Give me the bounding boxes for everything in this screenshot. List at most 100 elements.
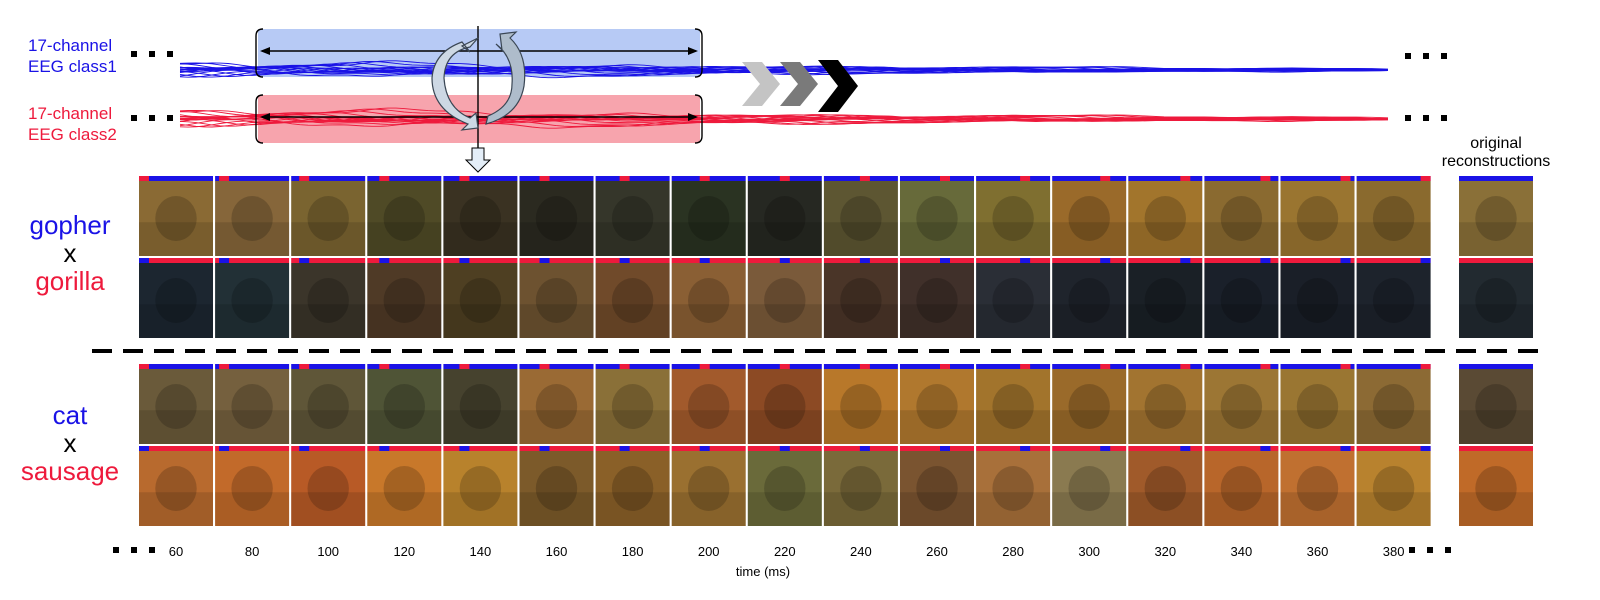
image-shading <box>1356 222 1431 256</box>
tile-pair2-row-b <box>1128 446 1203 526</box>
window-indicator-bar <box>1052 176 1127 181</box>
eeg-section: 17-channel EEG class1 17-channel EEG cla… <box>28 26 1447 173</box>
tile-pair2-row-a <box>1356 364 1431 444</box>
reconstruction-image <box>747 369 822 444</box>
window-indicator-bar <box>291 258 366 263</box>
image-subject <box>155 196 197 241</box>
original-pair1-b <box>1459 258 1533 338</box>
window-indicator-marker <box>219 258 230 263</box>
window-indicator-marker <box>1260 258 1271 263</box>
image-subject <box>535 466 578 511</box>
eeg-traces-class1 <box>179 60 1389 79</box>
image-shading <box>1128 222 1203 256</box>
image-subject <box>1144 466 1187 511</box>
reconstruction-image <box>367 263 442 338</box>
image-subject <box>611 466 654 511</box>
tile-pair2-row-a <box>1052 364 1127 444</box>
tile-pair2-row-a <box>900 364 974 444</box>
image-subject <box>535 278 578 323</box>
reconstruction-image <box>443 369 518 444</box>
window-indicator-bar <box>1356 176 1431 181</box>
tile-pair1-row-a <box>747 176 822 256</box>
window-indicator-marker <box>699 364 710 369</box>
reconstruction-image <box>215 181 290 256</box>
tile-pair1-row-a <box>1356 176 1431 256</box>
image-subject <box>307 466 349 511</box>
image-shading <box>1052 304 1127 338</box>
image-subject <box>1144 384 1187 429</box>
pair-1-word-b: gorilla <box>35 266 105 296</box>
image-subject <box>307 384 349 429</box>
x-tick-label: 340 <box>1231 544 1253 559</box>
swap-arrows-icon <box>431 31 526 131</box>
tile-pair2-row-a <box>1280 364 1355 444</box>
tile-pair2-row-a <box>1204 364 1279 444</box>
image-shading <box>1128 304 1203 338</box>
reconstruction-image <box>671 369 746 444</box>
window-indicator-marker <box>459 258 470 263</box>
image-subject <box>1220 196 1263 241</box>
window-indicator-bar <box>1280 258 1355 263</box>
image-shading <box>443 222 518 256</box>
reconstruction-image <box>215 263 290 338</box>
window-indicator-bar <box>215 364 290 369</box>
window-indicator-marker <box>1180 176 1191 181</box>
window-indicator-marker <box>379 364 390 369</box>
time-axis: time (ms) 60 80 100 120 140 160 180 200 220 240 26… <box>113 544 1451 579</box>
pair-2-connector: x <box>64 428 77 458</box>
reconstruction-image <box>1052 451 1127 526</box>
window-indicator-bar <box>367 446 442 451</box>
original-pair1-a <box>1459 176 1533 256</box>
window-indicator-bar <box>443 258 518 263</box>
image-subject <box>1144 278 1187 323</box>
tile-pair1-row-a <box>1128 176 1203 256</box>
window-indicator-marker <box>139 446 149 451</box>
window-indicator-bar <box>1128 176 1203 181</box>
window-indicator-marker <box>779 176 790 181</box>
reconstruction-image <box>976 451 1051 526</box>
tile-pair1-row-a <box>1052 176 1127 256</box>
window-indicator-marker <box>1180 258 1191 263</box>
window-indicator-bar <box>519 176 594 181</box>
window-indicator-marker <box>779 364 790 369</box>
window-arrowheads <box>260 47 698 121</box>
original-label-line1: original <box>1470 135 1522 152</box>
x-tick-label: 240 <box>850 544 872 559</box>
x-tick-label: 380 <box>1383 544 1405 559</box>
image-shading <box>900 304 974 338</box>
reconstruction-image <box>1459 451 1533 526</box>
window-indicator-bar <box>1052 446 1127 451</box>
reconstruction-image <box>671 263 746 338</box>
window-indicator-marker <box>139 176 149 181</box>
reconstruction-image <box>1128 181 1203 256</box>
reconstruction-image <box>747 451 822 526</box>
image-shading <box>519 410 594 444</box>
reconstruction-image <box>900 181 974 256</box>
image-subject <box>916 196 958 241</box>
window-indicator-bar <box>1204 446 1279 451</box>
window-indicator-marker <box>859 364 870 369</box>
tile-pair2-row-b <box>443 446 518 526</box>
window-indicator-marker <box>1340 258 1351 263</box>
window-indicator-bar <box>1204 258 1279 263</box>
tile-pair2-row-b <box>139 446 213 526</box>
image-shading <box>139 410 213 444</box>
tile-pair2-row-b <box>747 446 822 526</box>
ellipsis-dots-right-2 <box>1405 115 1447 121</box>
x-tick-label: 140 <box>470 544 492 559</box>
tile-pair2-row-b <box>671 446 746 526</box>
window-indicator-marker <box>1100 258 1111 263</box>
window-indicator-marker <box>299 258 310 263</box>
window-indicator-bar <box>1280 446 1355 451</box>
image-subject <box>992 384 1034 429</box>
reconstruction-image <box>519 451 594 526</box>
reconstruction-image <box>291 263 366 338</box>
reconstruction-image <box>139 181 213 256</box>
image-subject <box>1475 384 1517 429</box>
window-indicator-bar <box>1052 364 1127 369</box>
eeg-trace <box>179 116 1388 128</box>
image-subject <box>231 384 273 429</box>
tile-pair2-row-a <box>976 364 1051 444</box>
tile-pair2-row-a <box>747 364 822 444</box>
eeg-trace <box>179 67 1388 78</box>
